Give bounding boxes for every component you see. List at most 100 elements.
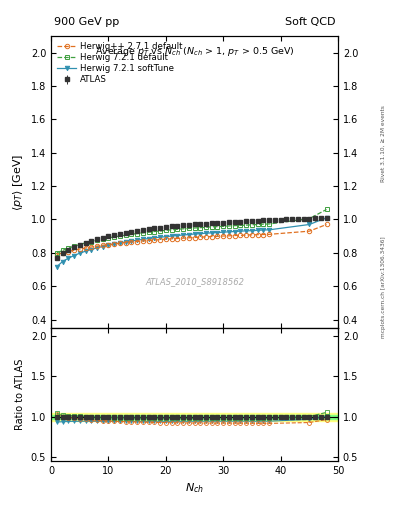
Herwig 7.2.1 default	[106, 235, 111, 241]
Herwig 7.2.1 softTune	[135, 237, 140, 243]
Text: Average $p_T$ vs $N_{ch}$ ($N_{ch}$ > 1, $p_T$ > 0.5 GeV): Average $p_T$ vs $N_{ch}$ ($N_{ch}$ > 1,…	[95, 45, 294, 58]
Herwig++ 2.7.1 default	[238, 232, 243, 239]
Herwig 7.2.1 softTune	[250, 228, 254, 234]
Herwig 7.2.1 softTune	[181, 232, 185, 238]
Herwig 7.2.1 softTune	[77, 250, 82, 257]
Herwig 7.2.1 default	[238, 222, 243, 228]
Herwig 7.2.1 softTune	[66, 255, 71, 261]
Herwig 7.2.1 softTune	[255, 227, 260, 233]
Herwig++ 2.7.1 default	[135, 239, 140, 245]
Herwig++ 2.7.1 default	[324, 221, 329, 227]
Herwig++ 2.7.1 default	[198, 234, 203, 240]
Herwig 7.2.1 default	[163, 227, 168, 233]
Herwig 7.2.1 default	[227, 223, 231, 229]
Herwig 7.2.1 softTune	[152, 235, 157, 241]
Herwig 7.2.1 default	[129, 231, 134, 238]
Herwig 7.2.1 softTune	[192, 231, 197, 237]
Line: Herwig++ 2.7.1 default: Herwig++ 2.7.1 default	[55, 222, 329, 257]
Herwig 7.2.1 default	[186, 225, 191, 231]
Text: ATLAS_2010_S8918562: ATLAS_2010_S8918562	[145, 277, 244, 286]
Text: 900 GeV pp: 900 GeV pp	[54, 17, 119, 27]
Herwig 7.2.1 default	[135, 230, 140, 237]
Herwig 7.2.1 default	[100, 236, 105, 242]
Herwig 7.2.1 default	[255, 221, 260, 227]
Herwig 7.2.1 default	[209, 224, 214, 230]
Herwig++ 2.7.1 default	[181, 235, 185, 241]
Herwig 7.2.1 default	[221, 223, 226, 229]
Herwig 7.2.1 softTune	[60, 259, 65, 265]
Herwig 7.2.1 default	[152, 228, 157, 234]
Herwig 7.2.1 default	[324, 206, 329, 212]
Herwig++ 2.7.1 default	[152, 237, 157, 243]
Herwig 7.2.1 softTune	[307, 221, 312, 227]
Herwig 7.2.1 default	[307, 216, 312, 222]
Herwig++ 2.7.1 default	[250, 232, 254, 238]
Herwig++ 2.7.1 default	[95, 243, 99, 249]
Line: Herwig 7.2.1 default: Herwig 7.2.1 default	[55, 207, 329, 255]
Herwig 7.2.1 softTune	[261, 227, 266, 233]
Herwig 7.2.1 default	[118, 233, 122, 239]
Herwig 7.2.1 softTune	[198, 230, 203, 237]
Herwig++ 2.7.1 default	[163, 236, 168, 242]
Herwig 7.2.1 default	[158, 228, 162, 234]
Herwig++ 2.7.1 default	[244, 232, 248, 238]
Herwig 7.2.1 softTune	[89, 246, 94, 252]
Herwig++ 2.7.1 default	[209, 233, 214, 240]
Legend: Herwig++ 2.7.1 default, Herwig 7.2.1 default, Herwig 7.2.1 softTune, ATLAS: Herwig++ 2.7.1 default, Herwig 7.2.1 def…	[55, 40, 184, 86]
Herwig 7.2.1 default	[232, 223, 237, 229]
Herwig++ 2.7.1 default	[227, 233, 231, 239]
Herwig++ 2.7.1 default	[232, 232, 237, 239]
Herwig 7.2.1 softTune	[141, 236, 145, 242]
Herwig 7.2.1 default	[169, 227, 174, 233]
Herwig++ 2.7.1 default	[158, 237, 162, 243]
Herwig 7.2.1 softTune	[232, 228, 237, 234]
Herwig 7.2.1 softTune	[83, 248, 88, 254]
Herwig 7.2.1 default	[72, 243, 76, 249]
Herwig 7.2.1 softTune	[169, 233, 174, 239]
Herwig++ 2.7.1 default	[83, 245, 88, 251]
Herwig 7.2.1 softTune	[221, 229, 226, 235]
Herwig 7.2.1 default	[83, 240, 88, 246]
Herwig++ 2.7.1 default	[267, 231, 272, 238]
Y-axis label: $\langle p_T \rangle$ [GeV]: $\langle p_T \rangle$ [GeV]	[11, 153, 25, 210]
Herwig 7.2.1 default	[215, 224, 220, 230]
Herwig 7.2.1 default	[204, 224, 208, 230]
Herwig++ 2.7.1 default	[261, 231, 266, 238]
Herwig 7.2.1 softTune	[238, 228, 243, 234]
Herwig++ 2.7.1 default	[123, 240, 128, 246]
Herwig 7.2.1 default	[77, 242, 82, 248]
Herwig 7.2.1 softTune	[158, 234, 162, 240]
Herwig 7.2.1 default	[261, 221, 266, 227]
Herwig 7.2.1 softTune	[146, 236, 151, 242]
Herwig 7.2.1 default	[66, 245, 71, 251]
Herwig++ 2.7.1 default	[89, 244, 94, 250]
Herwig++ 2.7.1 default	[66, 248, 71, 254]
Herwig++ 2.7.1 default	[192, 234, 197, 241]
Herwig 7.2.1 default	[267, 221, 272, 227]
Herwig 7.2.1 softTune	[204, 230, 208, 236]
Herwig 7.2.1 softTune	[100, 244, 105, 250]
Herwig 7.2.1 softTune	[95, 245, 99, 251]
Herwig 7.2.1 default	[146, 229, 151, 235]
Herwig++ 2.7.1 default	[169, 236, 174, 242]
Herwig 7.2.1 default	[95, 237, 99, 243]
Herwig 7.2.1 softTune	[324, 215, 329, 221]
Herwig++ 2.7.1 default	[141, 238, 145, 244]
Herwig++ 2.7.1 default	[146, 238, 151, 244]
Herwig++ 2.7.1 default	[118, 240, 122, 246]
Text: Soft QCD: Soft QCD	[285, 17, 335, 27]
Herwig 7.2.1 softTune	[227, 229, 231, 235]
Herwig 7.2.1 default	[112, 234, 117, 240]
Herwig 7.2.1 default	[244, 222, 248, 228]
Herwig 7.2.1 default	[141, 230, 145, 236]
Herwig 7.2.1 default	[181, 226, 185, 232]
Herwig++ 2.7.1 default	[307, 228, 312, 234]
Herwig++ 2.7.1 default	[106, 242, 111, 248]
Herwig 7.2.1 default	[123, 232, 128, 238]
Herwig 7.2.1 softTune	[129, 238, 134, 244]
Herwig 7.2.1 default	[250, 222, 254, 228]
Herwig 7.2.1 softTune	[209, 230, 214, 236]
Herwig 7.2.1 softTune	[55, 264, 59, 270]
Herwig++ 2.7.1 default	[77, 246, 82, 252]
Y-axis label: Ratio to ATLAS: Ratio to ATLAS	[15, 359, 25, 430]
